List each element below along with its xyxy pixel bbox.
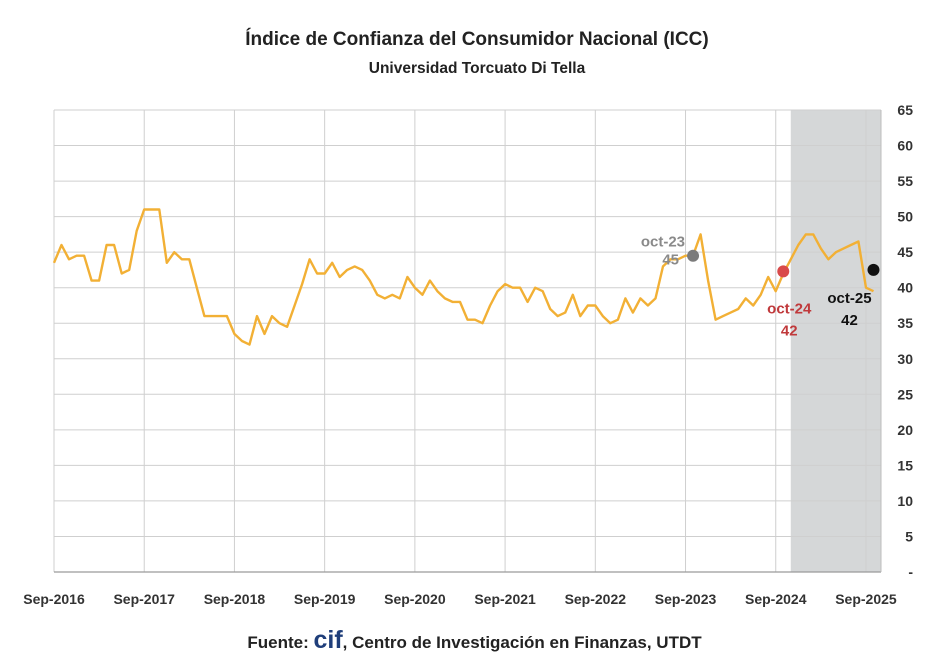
annotation-value: 45 (662, 252, 679, 269)
annotation-value: 42 (841, 312, 858, 329)
y-tick-label: 25 (897, 386, 913, 402)
y-tick-label: 10 (897, 493, 913, 509)
x-tick-label: Sep-2017 (113, 591, 175, 607)
y-tick-label: 5 (905, 528, 913, 544)
y-tick-label: 35 (897, 315, 913, 331)
chart-subtitle: Universidad Torcuato Di Tella (369, 60, 586, 77)
series-layer (52, 208, 875, 346)
x-tick-labels: Sep-2016 Sep-2017 Sep-2018 Sep-2019 Sep-2020… (23, 591, 897, 607)
y-tick-label: 30 (897, 351, 913, 367)
cif-logo-text: cif (313, 626, 343, 654)
x-tick-label: Sep-2021 (474, 591, 536, 607)
x-tick-label: Sep-2019 (294, 591, 356, 607)
x-tick-label: Sep-2022 (565, 591, 627, 607)
marker-oct-24 (777, 265, 790, 278)
source-rest: , Centro de Investigación en Finanzas, U… (342, 633, 702, 652)
y-tick-label: - (908, 564, 913, 580)
annotation-label: oct-25 (827, 290, 871, 307)
chart-title: Índice de Confianza del Consumidor Nacio… (245, 28, 708, 50)
source-note: Fuente: cif, Centro de Investigación en … (0, 626, 949, 655)
y-tick-label: 60 (897, 138, 913, 154)
y-tick-label: 40 (897, 280, 913, 296)
y-tick-label: 20 (897, 422, 913, 438)
marker-oct-23 (687, 249, 700, 262)
gridlines (54, 109, 881, 573)
y-tick-label: 50 (897, 209, 913, 225)
annotation-label: oct-23 (641, 234, 685, 251)
shaded-period (790, 110, 881, 572)
axes (54, 110, 882, 573)
y-tick-labels: - 5 10 15 20 25 30 35 40 45 50 55 60 65 (897, 102, 913, 580)
marker-oct-25 (867, 263, 880, 276)
y-tick-label: 55 (897, 173, 913, 189)
vertical-gridlines (53, 110, 867, 572)
y-tick-label: 15 (897, 457, 913, 473)
y-tick-label: 65 (897, 102, 913, 118)
icc-series-line (52, 208, 875, 346)
x-tick-label: Sep-2023 (655, 591, 717, 607)
y-tick-label: 45 (897, 244, 913, 260)
x-tick-label: Sep-2024 (745, 591, 807, 607)
source-prefix: Fuente: (247, 633, 314, 652)
x-tick-label: Sep-2025 (835, 591, 897, 607)
shaded-region (790, 110, 881, 572)
annotation-value: 42 (781, 322, 798, 339)
annotation-label: oct-24 (767, 300, 812, 317)
x-tick-label: Sep-2018 (204, 591, 266, 607)
x-tick-label: Sep-2020 (384, 591, 446, 607)
x-tick-label: Sep-2016 (23, 591, 85, 607)
